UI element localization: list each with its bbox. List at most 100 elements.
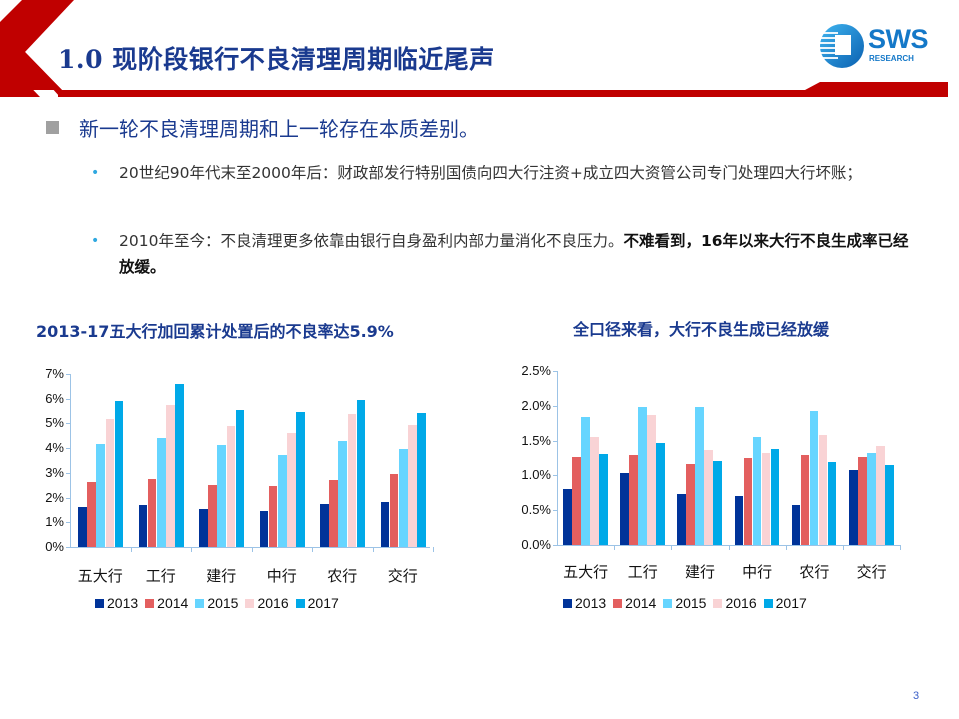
bar-2017	[770, 448, 780, 545]
bar-2013	[78, 506, 87, 547]
bar-2016	[590, 437, 599, 545]
dot-bullet-icon: •	[91, 165, 100, 181]
bar-2016	[647, 414, 656, 545]
bar-2017	[599, 453, 608, 545]
bar-group	[734, 371, 780, 545]
category-label: 交行	[856, 563, 887, 581]
y-tick-label: 1%	[45, 514, 64, 530]
y-tick-label: 7%	[45, 366, 64, 381]
header-decoration	[0, 0, 948, 97]
slide-header: 1.0 现阶段银行不良清理周期临近尾声 SWS RESEARCH	[0, 0, 959, 100]
bar-2016	[818, 435, 828, 545]
bar-2014	[572, 457, 581, 545]
legend-item: 2017	[763, 595, 807, 611]
sws-logo: SWS RESEARCH	[818, 22, 948, 72]
bar-2013	[620, 473, 629, 545]
y-tick-mark	[553, 371, 557, 372]
bar-2016	[761, 453, 771, 545]
category-label: 中行	[742, 563, 773, 581]
legend-label: 2015	[207, 595, 239, 611]
bar-group	[563, 371, 608, 545]
bar-group	[320, 374, 366, 547]
emphasis-text: 不难看到，16年以来大行不良生成率已经放缓。	[119, 232, 909, 276]
chart-legend: 2013 2014 2015 2016 2017	[95, 595, 346, 611]
bar-group	[138, 374, 185, 547]
category-label: 建行	[684, 563, 715, 581]
category-label: 五大行	[77, 567, 123, 585]
bar-2013	[199, 508, 208, 547]
bar-2014	[329, 479, 338, 547]
legend-label: 2015	[675, 595, 707, 611]
legend-swatch-icon	[195, 598, 205, 608]
bar-group	[199, 374, 245, 547]
y-tick-label: 2.5%	[521, 363, 551, 378]
main-bullet-text: 新一轮不良清理周期和上一轮存在本质差别。	[79, 117, 479, 141]
y-axis-line	[70, 374, 71, 547]
legend-label: 2013	[575, 595, 607, 611]
legend-label: 2014	[625, 595, 657, 611]
page-title: 1.0 现阶段银行不良清理周期临近尾声	[58, 45, 495, 74]
category-label: 交行	[387, 567, 418, 585]
x-tick-mark	[372, 547, 374, 552]
bar-2017	[114, 401, 124, 547]
bar-2015	[752, 437, 762, 545]
y-tick-label: 2.0%	[521, 397, 551, 413]
category-label: 建行	[206, 567, 237, 585]
y-axis-line	[557, 371, 558, 545]
sub-bullet-text: 20世纪90年代末至2000年后：财政部发行特别国债向四大行注资+成立四大资管公…	[119, 164, 862, 182]
bar-group	[259, 374, 306, 547]
bar-2016	[876, 446, 885, 545]
y-tick-label: 0%	[45, 539, 64, 554]
legend-item: 2013	[563, 595, 606, 611]
legend-label: 2017	[307, 595, 339, 611]
x-tick-mark	[728, 545, 730, 550]
legend-swatch-icon	[95, 598, 104, 608]
page-number: 3	[913, 690, 920, 702]
category-label: 中行	[266, 567, 297, 585]
bar-2015	[809, 410, 819, 545]
category-label: 农行	[799, 563, 830, 581]
legend-item: 2016	[713, 595, 757, 611]
dot-bullet-icon: •	[91, 233, 100, 249]
bar-2014	[147, 479, 157, 547]
legend-label: 2013	[107, 595, 139, 611]
bar-2016	[166, 404, 175, 547]
bar-2014	[743, 458, 753, 545]
legend-item: 2013	[95, 595, 138, 611]
y-tick-mark	[553, 475, 557, 477]
bar-group	[791, 371, 837, 545]
bar-2015	[581, 416, 590, 545]
x-tick-mark	[433, 547, 434, 552]
y-tick-label: 2%	[45, 489, 64, 505]
legend-swatch-icon	[763, 598, 773, 608]
y-tick-label: 0.5%	[521, 502, 551, 518]
bar-2015	[638, 407, 647, 545]
legend-item: 2017	[295, 595, 339, 611]
logo-subtitle: RESEARCH	[869, 54, 914, 63]
x-tick-mark	[843, 545, 844, 550]
sws-logo-icon	[820, 24, 864, 68]
x-tick-mark	[785, 545, 787, 550]
bar-2015	[867, 453, 876, 545]
bar-2013	[380, 501, 390, 547]
legend-item: 2015	[195, 595, 238, 611]
x-tick-mark	[312, 547, 313, 552]
legend-label: 2016	[725, 595, 757, 611]
bar-2015	[96, 444, 106, 547]
x-axis-line	[557, 545, 900, 546]
bar-2014	[629, 455, 638, 545]
bar-2016	[704, 450, 713, 545]
bar-2015	[695, 406, 704, 545]
legend-swatch-icon	[295, 598, 305, 608]
bar-group	[78, 374, 124, 547]
y-tick-label: 5%	[45, 415, 64, 431]
bar-2013	[677, 494, 686, 545]
sub-bullet-1: • 20世纪90年代末至2000年后：财政部发行特别国债向四大行注资+成立四大资…	[91, 160, 911, 186]
bar-2016	[226, 425, 236, 547]
legend-swatch-icon	[613, 598, 623, 608]
bar-2015	[398, 448, 408, 547]
bar-2014	[800, 454, 810, 545]
sub-bullet-2: • 2010年至今：不良清理更多依靠由银行自身盈利内部力量消化不良压力。不难看到…	[91, 228, 911, 280]
bar-2014	[389, 473, 399, 547]
main-bullet: 新一轮不良清理周期和上一轮存在本质差别。	[46, 113, 479, 142]
